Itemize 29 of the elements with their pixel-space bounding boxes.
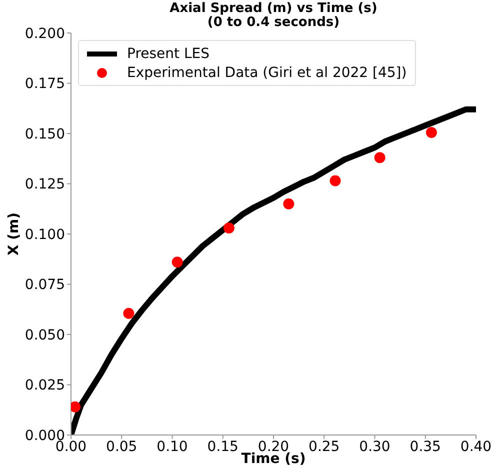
x-tick-label: 0.35 xyxy=(410,438,441,455)
x-tick-label: 0.05 xyxy=(106,438,138,455)
x-tick-label: 0.15 xyxy=(207,438,238,455)
chart-subtitle: (0 to 0.4 seconds) xyxy=(206,15,341,30)
chart-title: Axial Spread (m) vs Time (s) xyxy=(168,1,378,16)
x-tick-label: 0.40 xyxy=(460,438,492,455)
y-tick-label: 0.025 xyxy=(24,378,65,394)
x-tick-label: 0.25 xyxy=(308,438,340,455)
y-tick-label: 0.200 xyxy=(24,26,65,42)
x-axis-title: Time (s) xyxy=(241,451,306,467)
y-axis-title: X (m) xyxy=(6,212,22,256)
y-tick-label: 0.175 xyxy=(24,76,65,92)
legend-label: Experimental Data (Giri et al 2022 [45]) xyxy=(127,64,407,80)
x-tick-label: 0.30 xyxy=(359,438,390,455)
point xyxy=(71,401,81,412)
x-tick-label: 0.10 xyxy=(156,438,188,455)
point xyxy=(172,256,183,268)
y-tick-label: 0.125 xyxy=(24,176,65,193)
point xyxy=(223,222,234,234)
y-tick-label: 0.100 xyxy=(24,226,65,243)
point xyxy=(123,308,134,319)
point xyxy=(426,126,437,138)
point xyxy=(283,198,294,210)
point xyxy=(330,175,341,186)
point xyxy=(374,152,386,164)
y-tick-label: 0.050 xyxy=(24,327,65,344)
y-tick-label: 0.075 xyxy=(24,277,65,294)
y-tick-label: 0.150 xyxy=(24,126,65,142)
legend-label: Present LES xyxy=(127,46,210,62)
